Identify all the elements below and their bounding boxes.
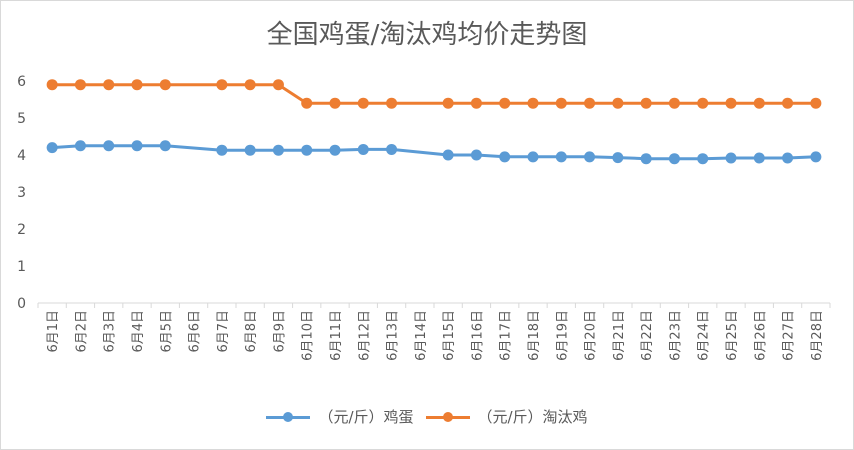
x-tick-label: 6月16日	[470, 310, 485, 361]
data-point-0	[470, 149, 482, 161]
data-point-1	[584, 97, 596, 109]
data-point-0	[46, 142, 58, 154]
x-tick-label: 6月25日	[725, 310, 740, 361]
data-point-0	[159, 140, 171, 152]
x-tick-label: 6月2日	[74, 310, 89, 353]
data-point-1	[782, 97, 794, 109]
data-point-0	[725, 152, 737, 164]
data-point-1	[753, 97, 765, 109]
x-tick-label: 6月13日	[386, 310, 401, 361]
y-tick-label: 1	[17, 259, 26, 275]
x-tick-label: 6月7日	[216, 310, 231, 353]
data-point-1	[131, 79, 143, 91]
data-point-1	[499, 97, 511, 109]
x-tick-label: 6月20日	[584, 310, 599, 361]
data-point-0	[74, 140, 86, 152]
x-tick-label: 6月4日	[131, 310, 146, 353]
data-point-0	[244, 144, 256, 156]
data-point-0	[216, 144, 228, 156]
data-point-0	[697, 153, 709, 165]
x-tick-label: 6月11日	[329, 310, 344, 361]
data-point-1	[810, 97, 822, 109]
x-tick-label: 6月19日	[555, 310, 570, 361]
data-point-1	[159, 79, 171, 91]
x-tick-label: 6月27日	[782, 310, 797, 361]
y-tick-label: 4	[17, 148, 26, 164]
data-point-1	[470, 97, 482, 109]
y-tick-label: 2	[17, 222, 26, 238]
data-point-1	[640, 97, 652, 109]
data-point-0	[301, 144, 313, 156]
data-point-1	[725, 97, 737, 109]
x-tick-label: 6月22日	[640, 310, 655, 361]
x-tick-label: 6月1日	[46, 310, 61, 353]
legend: （元/斤）鸡蛋 （元/斤）淘汰鸡	[0, 406, 854, 427]
data-point-1	[357, 97, 369, 109]
x-tick-label: 6月12日	[357, 310, 372, 361]
x-tick-label: 6月26日	[753, 310, 768, 361]
data-point-0	[272, 144, 284, 156]
data-point-0	[668, 153, 680, 165]
chart-title: 全国鸡蛋/淘汰鸡均价走势图	[266, 20, 588, 50]
data-point-1	[244, 79, 256, 91]
x-tick-label: 6月23日	[668, 310, 683, 361]
data-point-0	[782, 152, 794, 164]
data-point-0	[612, 152, 624, 164]
data-point-1	[74, 79, 86, 91]
legend-label-hen: （元/斤）淘汰鸡	[477, 408, 588, 426]
data-point-1	[527, 97, 539, 109]
data-point-0	[329, 144, 341, 156]
data-point-1	[46, 79, 58, 91]
x-tick-label: 6月6日	[188, 310, 203, 353]
x-tick-label: 6月10日	[301, 310, 316, 361]
legend-item-egg: （元/斤）鸡蛋	[266, 406, 414, 427]
x-tick-label: 6月3日	[103, 310, 118, 353]
data-point-1	[668, 97, 680, 109]
x-tick-label: 6月18日	[527, 310, 542, 361]
data-point-0	[357, 143, 369, 155]
x-tick-label: 6月24日	[697, 310, 712, 361]
data-point-0	[131, 140, 143, 152]
y-tick-label: 5	[17, 111, 26, 127]
data-point-0	[753, 152, 765, 164]
x-tick-label: 6月14日	[414, 310, 429, 361]
x-tick-label: 6月9日	[272, 310, 287, 353]
data-point-1	[442, 97, 454, 109]
data-point-1	[697, 97, 709, 109]
x-tick-label: 6月5日	[159, 310, 174, 353]
data-point-1	[272, 79, 284, 91]
data-point-1	[386, 97, 398, 109]
y-tick-label: 3	[17, 185, 26, 201]
y-tick-label: 0	[17, 296, 26, 312]
data-point-0	[555, 151, 567, 163]
data-point-1	[555, 97, 567, 109]
x-tick-label: 6月21日	[612, 310, 627, 361]
data-point-0	[386, 143, 398, 155]
x-tick-label: 6月15日	[442, 310, 457, 361]
data-point-1	[301, 97, 313, 109]
data-point-0	[499, 151, 511, 163]
legend-item-hen: （元/斤）淘汰鸡	[425, 406, 588, 427]
data-point-1	[612, 97, 624, 109]
y-tick-label: 6	[17, 74, 26, 90]
data-point-0	[527, 151, 539, 163]
data-point-0	[103, 140, 115, 152]
data-point-1	[216, 79, 228, 91]
data-point-1	[103, 79, 115, 91]
legend-swatch-egg	[266, 411, 311, 423]
data-point-0	[584, 151, 596, 163]
data-point-1	[329, 97, 341, 109]
data-point-0	[442, 149, 454, 161]
x-tick-label: 6月17日	[499, 310, 514, 361]
x-tick-label: 6月8日	[244, 310, 259, 353]
x-tick-label: 6月28日	[810, 310, 825, 361]
legend-label-egg: （元/斤）鸡蛋	[318, 408, 414, 426]
data-point-0	[810, 151, 822, 163]
data-point-0	[640, 153, 652, 165]
legend-swatch-hen	[425, 411, 470, 423]
